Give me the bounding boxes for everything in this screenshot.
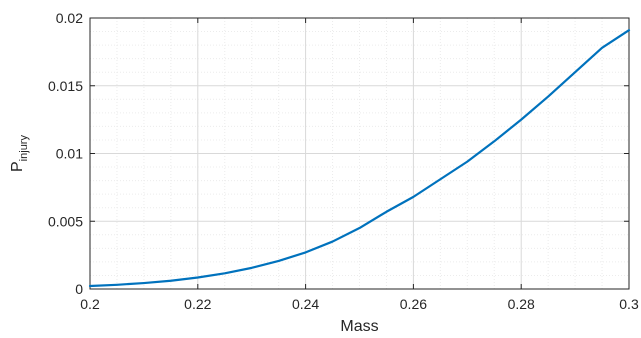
x-tick-label: 0.3 — [619, 296, 639, 312]
y-tick-label: 0.01 — [56, 146, 83, 162]
series-layer — [88, 29, 631, 288]
y-tick-label: 0 — [75, 281, 83, 297]
y-axis-label-subscript: injury — [18, 135, 30, 162]
series-line — [88, 29, 631, 288]
grid — [90, 18, 629, 289]
x-axis-label: Mass — [340, 318, 378, 335]
y-tick-label: 0.015 — [48, 78, 83, 94]
x-tick-label: 0.26 — [400, 296, 427, 312]
x-tick-label: 0.2 — [80, 296, 100, 312]
x-tick-label: 0.24 — [292, 296, 319, 312]
y-axis-label-main: P — [9, 161, 26, 172]
y-tick-label: 0.005 — [48, 213, 83, 229]
ticks — [89, 17, 630, 290]
x-tick-label: 0.22 — [184, 296, 211, 312]
tick-labels: 0.2 0.22 0.24 0.26 0.28 0.3 0 0.005 0.01 0.015 0.0… — [48, 10, 639, 312]
y-tick-label: 0.02 — [56, 10, 83, 26]
y-axis-label: Pinjury — [9, 135, 30, 172]
x-tick-label: 0.28 — [508, 296, 535, 312]
